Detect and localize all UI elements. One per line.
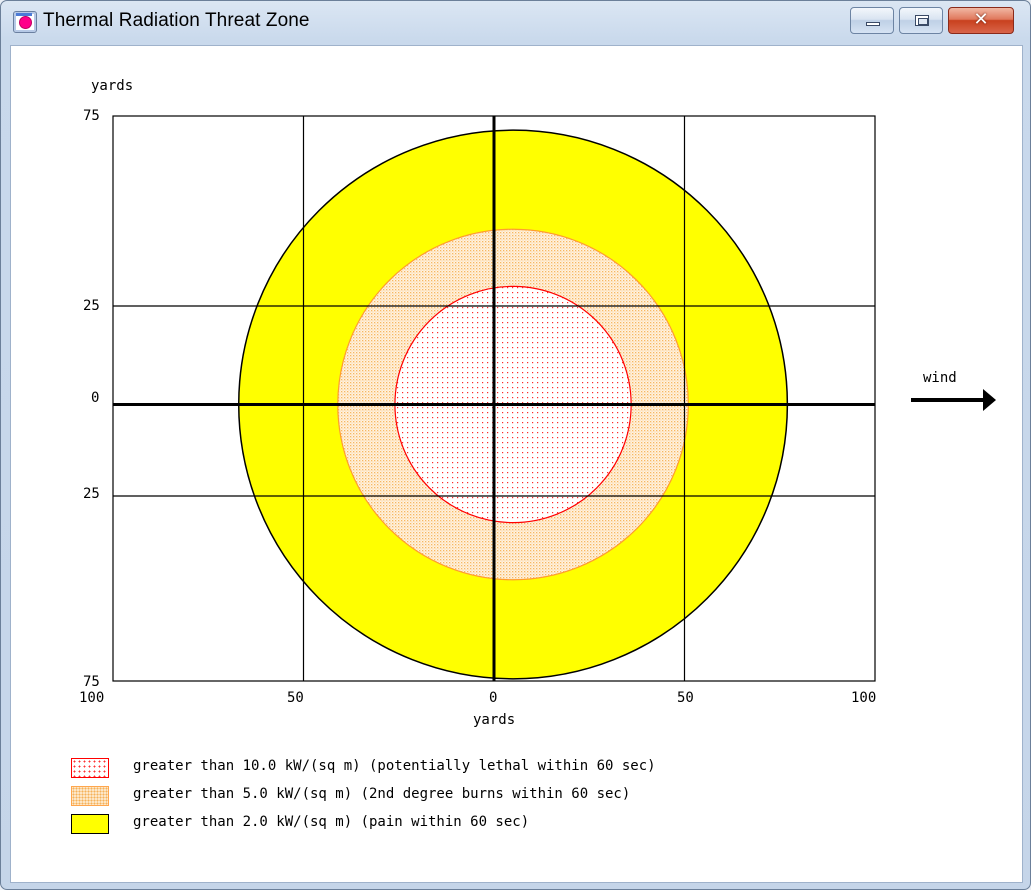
legend-swatch-lethal	[71, 758, 109, 778]
title-bar[interactable]: Thermal Radiation Threat Zone ✕	[1, 1, 1030, 45]
close-button[interactable]: ✕	[948, 7, 1014, 34]
legend-text: greater than 2.0 kW/(sq m) (pain within …	[133, 814, 529, 830]
legend-swatch-pain	[71, 814, 109, 834]
minimize-button[interactable]	[850, 7, 894, 34]
maximize-button[interactable]	[899, 7, 943, 34]
legend-text: greater than 5.0 kW/(sq m) (2nd degree b…	[133, 786, 630, 802]
wind-arrow-icon	[911, 389, 996, 411]
threat-zone-plot	[11, 46, 1022, 746]
minimize-icon	[866, 22, 880, 26]
legend-text: greater than 10.0 kW/(sq m) (potentially…	[133, 758, 656, 774]
legend-swatch-burns	[71, 786, 109, 806]
wind-label: wind	[923, 370, 957, 386]
maximize-icon	[915, 15, 929, 26]
plot-area: yards 75 25 0 25 75 100 50 0 50 100 yard…	[10, 45, 1023, 883]
close-icon: ✕	[949, 9, 1013, 30]
window-title: Thermal Radiation Threat Zone	[43, 10, 310, 32]
app-icon	[13, 11, 37, 33]
